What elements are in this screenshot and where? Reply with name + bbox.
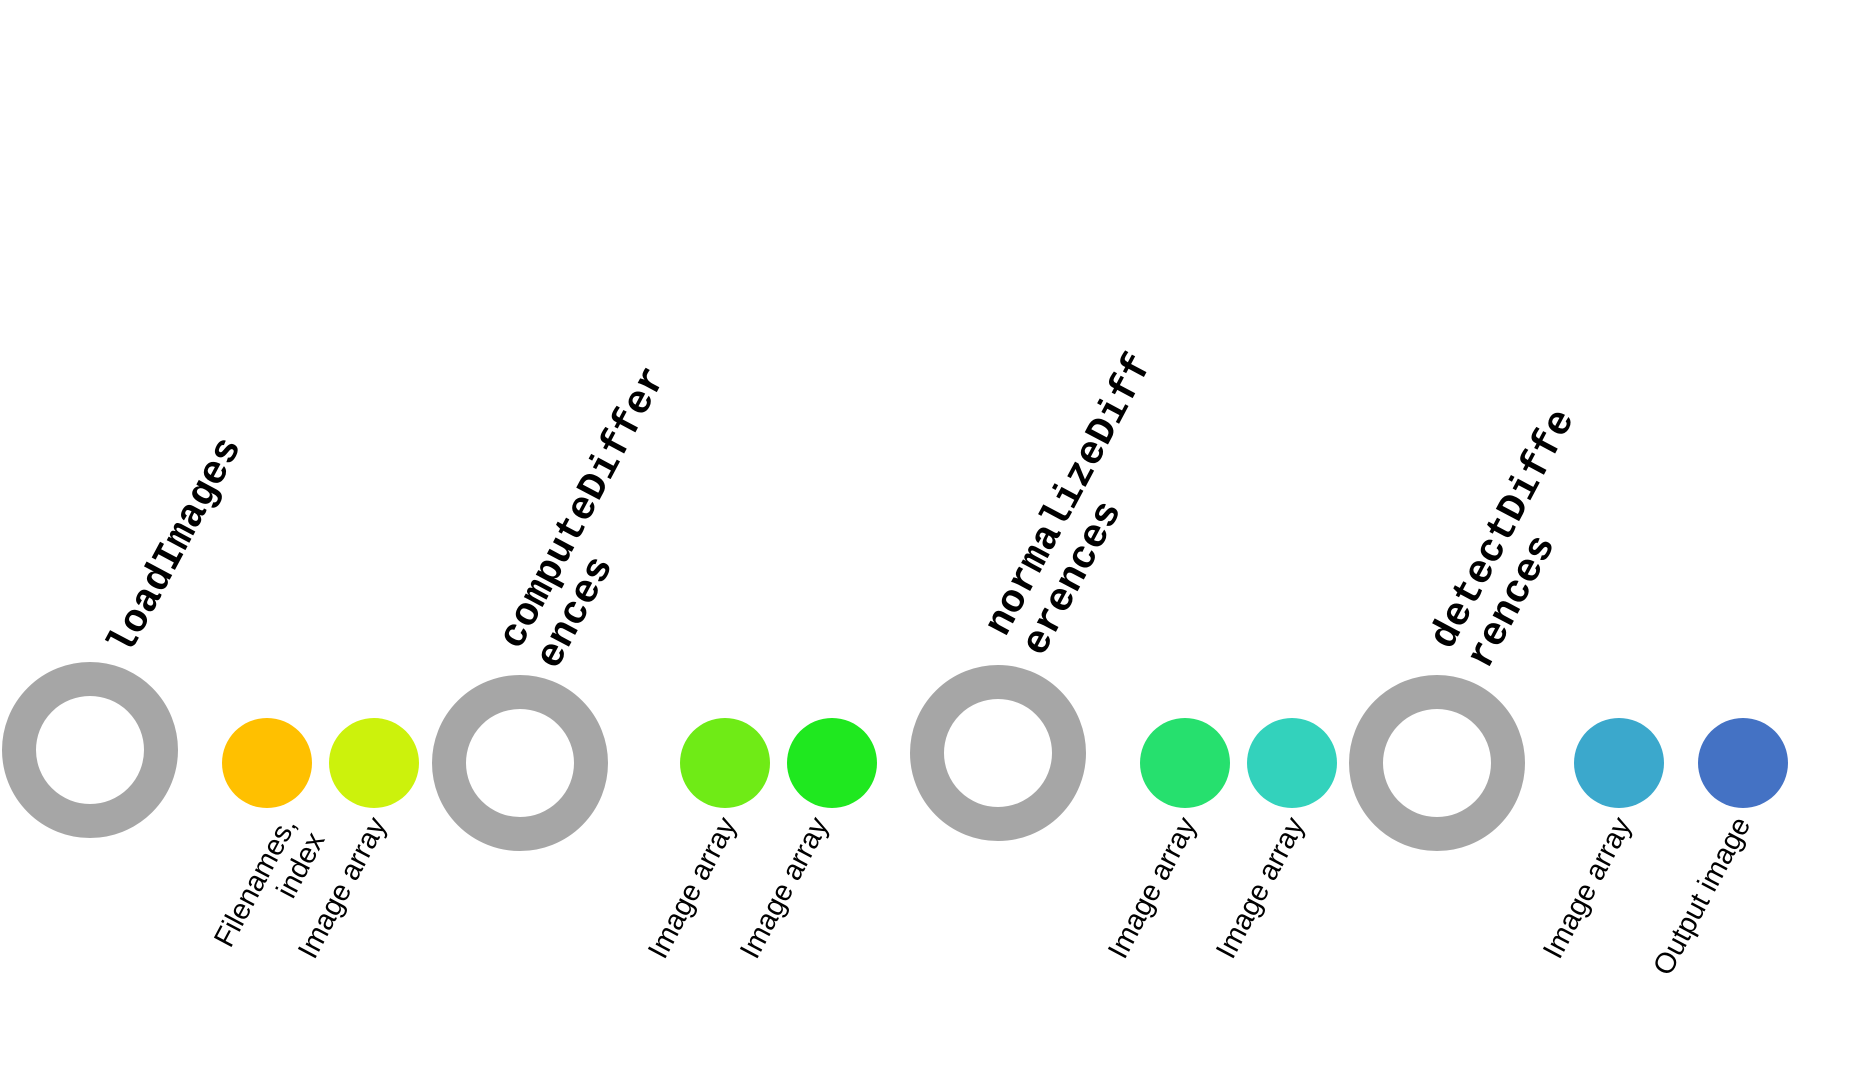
io-dot	[222, 718, 312, 808]
function-ring	[910, 665, 1086, 841]
io-dot	[1247, 718, 1337, 808]
io-label: Output image	[1647, 811, 1758, 981]
function-ring	[1349, 675, 1525, 851]
io-dot	[680, 718, 770, 808]
io-label: Image array	[734, 812, 836, 964]
function-ring	[432, 675, 608, 851]
function-ring	[2, 662, 178, 838]
io-dot	[329, 718, 419, 808]
io-dot	[787, 718, 877, 808]
function-name: normalizeDiff erences	[977, 347, 1164, 664]
function-name: loadImages	[100, 430, 253, 664]
io-label: Image array	[1537, 812, 1639, 964]
io-dot	[1698, 718, 1788, 808]
io-label: Image array	[1102, 812, 1204, 964]
function-name: computeDiffer ences	[491, 360, 678, 677]
io-dot	[1140, 718, 1230, 808]
io-dot	[1574, 718, 1664, 808]
io-label: Image array	[642, 812, 744, 964]
function-name: detectDiffe rences	[1422, 402, 1586, 677]
io-label: Image array	[1210, 812, 1312, 964]
